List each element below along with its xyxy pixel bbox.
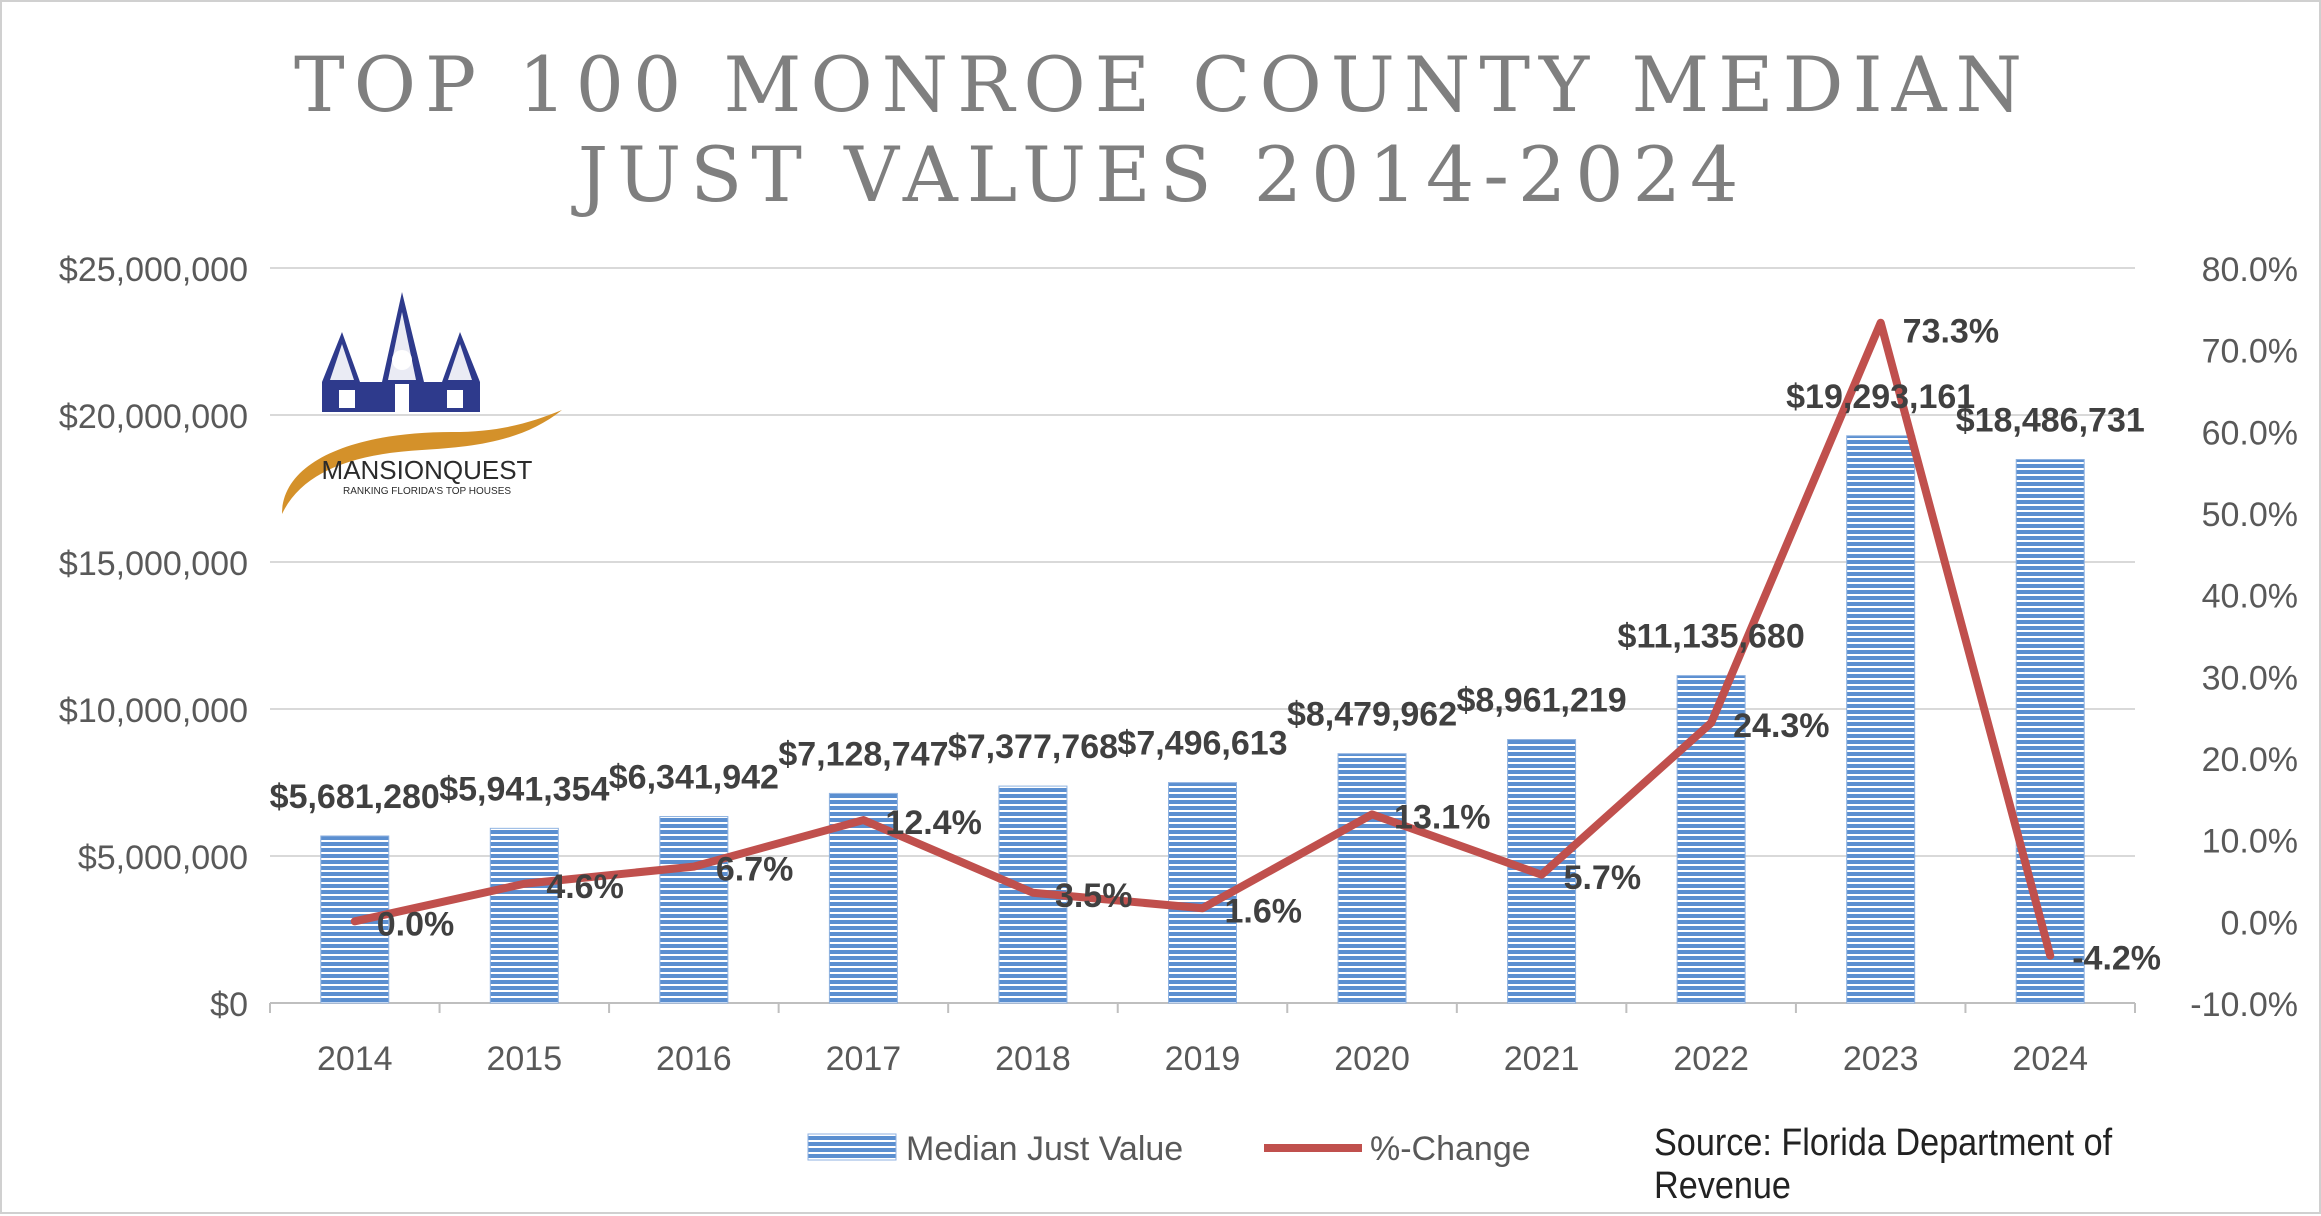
bar-data-label: $5,941,354 <box>439 770 609 808</box>
bar-data-label: $18,486,731 <box>1956 401 2145 439</box>
y-right-tick-label: 40.0% <box>2202 578 2298 616</box>
line-data-label: 1.6% <box>1225 892 1303 930</box>
bar-data-label: $19,293,161 <box>1786 378 1975 416</box>
bar <box>1337 753 1407 1004</box>
legend-line-label: %-Change <box>1370 1130 1531 1168</box>
line-data-label: 24.3% <box>1733 707 1829 745</box>
bar-data-label: $11,135,680 <box>1618 618 1805 656</box>
chart-title-line-2: JUST VALUES 2014-2024 <box>577 130 1748 219</box>
line-point <box>1369 811 1376 818</box>
y-right-tick-label: -10.0% <box>2190 986 2298 1024</box>
x-tick-label: 2016 <box>656 1040 732 1078</box>
y-right-tick-label: 20.0% <box>2202 741 2298 779</box>
line-data-label: 13.1% <box>1394 798 1490 836</box>
line-point <box>351 918 358 925</box>
line-point <box>1708 719 1715 726</box>
line-data-label: 73.3% <box>1903 313 1999 351</box>
legend-bar-swatch <box>807 1133 897 1161</box>
y-left-tick-label: $0 <box>210 986 248 1024</box>
bar <box>489 827 559 1004</box>
bar-data-label: $6,341,942 <box>609 759 779 797</box>
bar-data-label: $8,961,219 <box>1457 682 1627 720</box>
y-left-tick-label: $25,000,000 <box>59 251 248 289</box>
y-left-tick-label: $15,000,000 <box>59 545 248 583</box>
y-right-tick-label: 50.0% <box>2202 496 2298 534</box>
bar <box>1846 435 1916 1004</box>
logo-house-icon <box>322 292 480 412</box>
y-right-tick-label: 0.0% <box>2221 904 2299 942</box>
logo-swoosh <box>282 410 562 514</box>
y-left-tick-label: $10,000,000 <box>59 692 248 730</box>
y-right-tick-label: 70.0% <box>2202 333 2298 371</box>
line-point <box>860 817 867 824</box>
mansionquest-logo: MANSIONQUEST RANKING FLORIDA'S TOP HOUSE… <box>282 292 562 514</box>
bar-data-label: $5,681,280 <box>270 778 440 816</box>
y-left-tick-label: $5,000,000 <box>78 839 248 877</box>
line-data-label: -4.2% <box>2072 940 2161 978</box>
logo-name-text: MANSIONQUEST <box>322 455 533 485</box>
line-point <box>1877 319 1884 326</box>
line-data-label: 5.7% <box>1564 859 1642 897</box>
x-tick-label: 2020 <box>1334 1040 1410 1078</box>
x-tick-label: 2024 <box>2012 1040 2088 1078</box>
x-tick-label: 2023 <box>1843 1040 1919 1078</box>
y-right-tick-label: 30.0% <box>2202 659 2298 697</box>
x-tick-label: 2021 <box>1504 1040 1580 1078</box>
bar-data-label: $7,128,747 <box>778 735 948 773</box>
y-right-tick-label: 80.0% <box>2202 251 2298 289</box>
bar <box>1676 675 1746 1004</box>
line-point <box>1538 871 1545 878</box>
chart-title-line-1: TOP 100 MONROE COUNTY MEDIAN <box>294 40 2031 129</box>
y-left-tick-label: $20,000,000 <box>59 398 248 436</box>
bar <box>659 816 729 1004</box>
logo-tagline-text: RANKING FLORIDA'S TOP HOUSES <box>343 486 511 497</box>
line-data-label: 0.0% <box>377 905 455 943</box>
x-tick-label: 2019 <box>1165 1040 1241 1078</box>
x-tick-label: 2015 <box>486 1040 562 1078</box>
line-point <box>1029 889 1036 896</box>
line-data-label: 12.4% <box>885 804 981 842</box>
line-data-label: 3.5% <box>1055 877 1133 915</box>
bar-data-label: $8,479,962 <box>1287 696 1457 734</box>
x-tick-label: 2017 <box>826 1040 902 1078</box>
y-right-tick-label: 10.0% <box>2202 823 2298 861</box>
bar-data-label: $7,496,613 <box>1117 725 1287 763</box>
y-right-tick-label: 60.0% <box>2202 414 2298 452</box>
line-point <box>521 880 528 887</box>
bar-data-label: $7,377,768 <box>948 728 1118 766</box>
source-note: Source: Florida Department of Revenue <box>1654 1122 2113 1207</box>
x-tick-label: 2022 <box>1673 1040 1749 1078</box>
line-point <box>1199 905 1206 912</box>
line-data-label: 4.6% <box>546 868 624 906</box>
line-data-label: 6.7% <box>716 851 794 889</box>
x-tick-label: 2018 <box>995 1040 1071 1078</box>
bar <box>2015 458 2085 1004</box>
legend-bar-label: Median Just Value <box>906 1130 1183 1168</box>
line-point <box>2047 952 2054 959</box>
x-tick-label: 2014 <box>317 1040 393 1078</box>
line-point <box>690 863 697 870</box>
